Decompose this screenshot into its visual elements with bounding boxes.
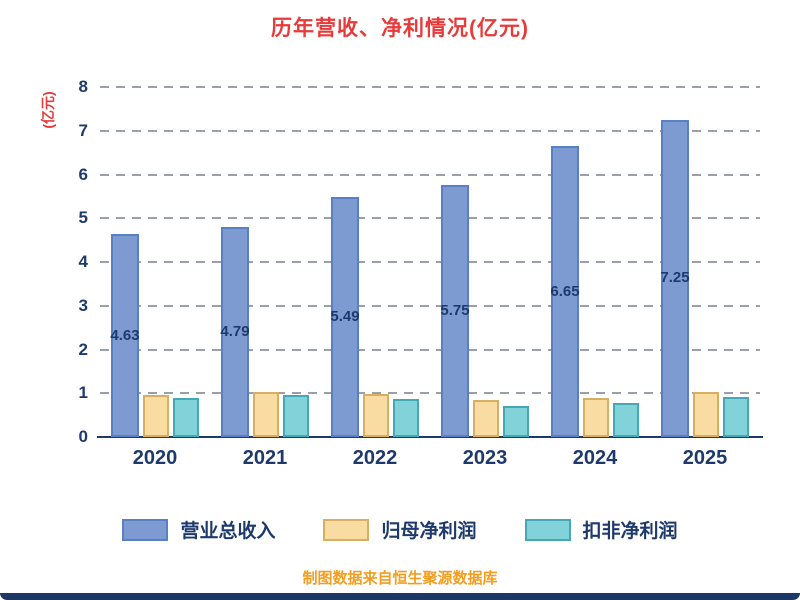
gridline-7 xyxy=(100,129,760,132)
x-tick-label-2021: 2021 xyxy=(242,447,288,469)
y-tick-label-1: 1 xyxy=(78,383,88,403)
bar-value-label-revenue-2025: 7.25 xyxy=(660,269,690,287)
bar-net-profit-2021 xyxy=(253,392,279,437)
bar-net-profit-2022 xyxy=(363,393,389,437)
bar-deducted-net-profit-2022 xyxy=(393,398,419,437)
bar-revenue-2021 xyxy=(221,227,249,437)
x-tick-label-2022: 2022 xyxy=(352,447,398,469)
data-source-caption: 制图数据来自恒生聚源数据库 xyxy=(302,570,498,587)
y-tick-label-6: 6 xyxy=(78,164,88,184)
bar-deducted-net-profit-2021 xyxy=(283,394,309,437)
gridline-8 xyxy=(100,86,760,88)
bar-value-label-revenue-2023: 5.75 xyxy=(440,302,470,320)
legend-label-net-profit: 归母净利润 xyxy=(381,521,477,542)
gridline-5 xyxy=(100,217,760,220)
legend-item-revenue: 营业总收入 xyxy=(122,516,275,543)
gridline-1 xyxy=(100,392,760,395)
bar-deducted-net-profit-2025 xyxy=(723,396,749,437)
bar-revenue-2025 xyxy=(661,119,689,437)
gridline-2 xyxy=(100,348,760,351)
legend-label-deducted-net-profit: 扣非净利润 xyxy=(582,521,678,542)
bar-revenue-2022 xyxy=(331,196,359,437)
bar-deducted-net-profit-2024 xyxy=(613,402,639,437)
y-tick-label-4: 4 xyxy=(78,252,88,271)
legend-item-deducted-net-profit: 扣非净利润 xyxy=(524,516,678,543)
y-tick-label-8: 8 xyxy=(78,77,88,96)
legend-label-revenue: 营业总收入 xyxy=(180,521,276,542)
bar-net-profit-2025 xyxy=(693,392,719,437)
legend-item-net-profit: 归母净利润 xyxy=(323,516,477,543)
bar-revenue-2020 xyxy=(111,234,139,437)
bar-value-label-revenue-2022: 5.49 xyxy=(330,307,360,325)
y-tick-label-5: 5 xyxy=(78,208,88,228)
bar-value-label-revenue-2020: 4.63 xyxy=(110,326,140,344)
x-axis-line xyxy=(97,436,763,438)
bar-deducted-net-profit-2020 xyxy=(173,397,199,437)
bottom-frame-strip xyxy=(0,593,800,600)
y-tick-label-7: 7 xyxy=(78,120,88,140)
bar-net-profit-2020 xyxy=(143,394,169,437)
chart-title: 历年营收、净利情况(亿元) xyxy=(271,17,529,40)
bar-revenue-2024 xyxy=(551,146,579,437)
x-tick-label-2025: 2025 xyxy=(682,447,728,469)
bar-net-profit-2024 xyxy=(583,398,609,437)
y-tick-label-3: 3 xyxy=(78,295,88,315)
bar-deducted-net-profit-2023 xyxy=(503,406,529,437)
x-tick-label-2020: 2020 xyxy=(132,447,178,469)
legend-swatch-deducted-net-profit xyxy=(524,518,571,541)
bar-value-label-revenue-2021: 4.79 xyxy=(220,323,250,341)
bar-revenue-2023 xyxy=(441,185,469,437)
x-tick-label-2024: 2024 xyxy=(572,447,618,469)
gridline-6 xyxy=(100,173,760,176)
y-tick-label-0: 0 xyxy=(78,427,88,446)
legend: 营业总收入 归母净利润 扣非净利润 xyxy=(0,516,800,543)
bar-value-label-revenue-2024: 6.65 xyxy=(550,282,580,300)
x-tick-label-2023: 2023 xyxy=(462,447,508,469)
legend-swatch-revenue xyxy=(122,518,169,541)
legend-swatch-net-profit xyxy=(323,518,370,541)
bar-net-profit-2023 xyxy=(473,400,499,437)
gridline-3 xyxy=(100,304,760,307)
gridline-4 xyxy=(100,261,760,263)
y-tick-label-2: 2 xyxy=(78,339,88,359)
